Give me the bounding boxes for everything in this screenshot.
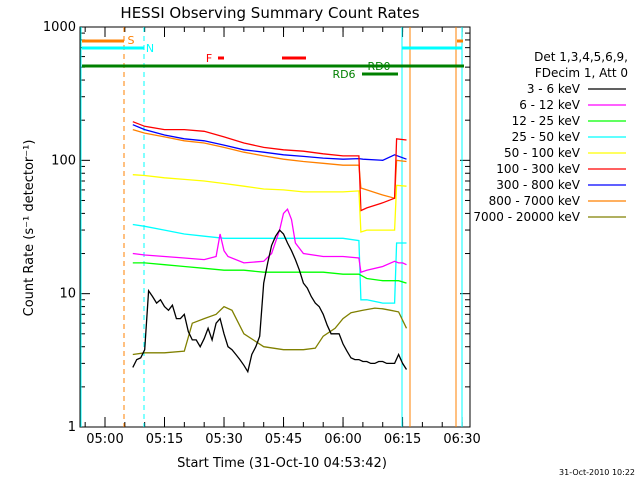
series-line-6-12-keV [132,208,407,274]
series-line-100-300-keV [132,121,407,212]
flag-label-rd0: RD0 [367,60,390,73]
legend-label-12-25-keV: 12 - 25 keV [512,114,581,128]
generation-timestamp: 31-Oct-2010 10:22 [559,468,635,477]
x-tick-label: 05:45 [265,432,302,447]
y-tick-label: 100 [51,153,76,168]
x-tick-label: 06:30 [443,432,480,447]
x-axis-label: Start Time (31-Oct-10 04:53:42) [177,456,387,471]
legend-label-6-12-keV: 6 - 12 keV [519,98,581,112]
legend-label-50-100-keV: 50 - 100 keV [504,146,581,160]
series-line-800-7000-keV [132,128,407,200]
legend-label-300-800-keV: 300 - 800 keV [496,178,580,192]
legend-label-25-50-keV: 25 - 50 keV [512,130,581,144]
flag-label-f: F [206,52,212,65]
series-line-3-6-keV [132,229,408,374]
y-tick-label: 1000 [43,20,76,35]
x-tick-label: 05:00 [86,432,123,447]
y-tick-label: 10 [59,287,76,302]
legend-header-line-2: FDecim 1, Att 0 [535,66,628,80]
legend-label-100-300-keV: 100 - 300 keV [496,162,580,176]
flag-label-n: N [146,42,154,55]
plot-frame [79,26,471,428]
flag-label-s: S [128,34,135,47]
series-line-50-100-keV [132,174,407,233]
series-line-25-50-keV [132,223,407,304]
plot-area: 1 10 100 1000 05:00 05:15 05:30 05:45 06:00 06:15… [43,20,481,447]
legend-label-3-6-keV: 3 - 6 keV [527,82,581,96]
series-line-12-25-keV [132,262,407,284]
x-tick-label: 06:00 [324,432,361,447]
x-tick-label: 06:15 [384,432,421,447]
legend: Det 1,3,4,5,6,9, FDecim 1, Att 0 3 - 6 k… [473,50,628,224]
y-axis-label: Count Rate (s⁻¹ detector⁻¹) [22,140,37,317]
y-tick-label: 1 [68,420,76,435]
series-line-300-800-keV [132,124,407,161]
x-tick-label: 05:15 [146,432,183,447]
legend-label-800-7000-keV: 800 - 7000 keV [489,194,581,208]
x-tick-label: 05:30 [205,432,242,447]
series-line-7000-20000-keV [132,305,408,356]
legend-header-line-1: Det 1,3,4,5,6,9, [534,50,628,64]
legend-label-7000-20000-keV: 7000 - 20000 keV [473,210,580,224]
flag-label-rd6: RD6 [332,68,355,81]
chart-title: HESSI Observing Summary Count Rates [120,4,419,22]
